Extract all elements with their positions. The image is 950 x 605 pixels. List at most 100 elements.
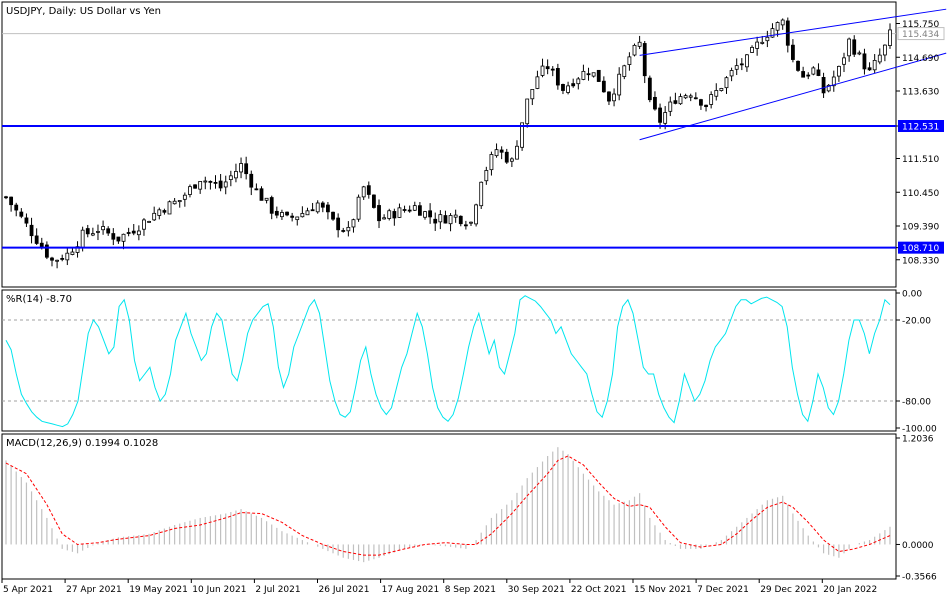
- candle-body: [106, 228, 111, 234]
- candle-body: [775, 22, 780, 31]
- candle-body: [658, 107, 662, 123]
- price-panel[interactable]: [1, 1, 897, 288]
- macd-panel[interactable]: [1, 433, 897, 580]
- macd-label: MACD(12,26,9) 0.1994 0.1028: [6, 438, 158, 449]
- wpr-tick-label: -80.00: [902, 398, 931, 408]
- candle-body: [535, 76, 540, 89]
- candle-body: [882, 44, 887, 56]
- current-price-label: 115.434: [902, 30, 939, 40]
- candle-body: [90, 233, 95, 236]
- candle-body: [274, 210, 279, 216]
- candle-body: [760, 41, 765, 44]
- candle-body: [745, 54, 749, 68]
- macd-tick-label: -0.3566: [902, 573, 937, 583]
- candle-body: [254, 188, 259, 191]
- candle-body: [852, 39, 857, 55]
- candle-body: [136, 230, 141, 236]
- candle-body: [673, 100, 678, 104]
- candle-body: [259, 188, 264, 201]
- candle-body: [632, 44, 637, 56]
- time-tick-label: 22 Oct 2021: [571, 585, 627, 595]
- candle-body: [453, 214, 458, 218]
- macd-tick-label: 1.2036: [902, 435, 934, 445]
- candle-body: [504, 151, 509, 163]
- wpr-panel[interactable]: [1, 289, 897, 432]
- candle-body: [489, 154, 494, 171]
- candle-body: [193, 184, 197, 189]
- time-tick-label: 8 Sep 2021: [445, 585, 496, 595]
- wpr-tick-label: -100.00: [902, 425, 937, 435]
- channel-upper-line: [639, 8, 947, 56]
- candle-body: [177, 200, 182, 203]
- candle-body: [208, 180, 213, 183]
- candle-body: [157, 209, 162, 216]
- candle-body: [111, 233, 116, 240]
- candle-body: [576, 78, 581, 85]
- candle-body: [561, 84, 565, 91]
- level-tag: [898, 241, 944, 254]
- candle-body: [295, 216, 300, 221]
- candle-body: [862, 53, 867, 70]
- candle-body: [142, 219, 146, 230]
- candle-body: [55, 259, 59, 262]
- candle-body: [228, 175, 233, 180]
- candle-body: [683, 95, 688, 99]
- candle-body: [688, 95, 693, 98]
- candle-body: [44, 244, 49, 258]
- candle-body: [356, 196, 361, 220]
- candle-body: [509, 158, 514, 162]
- candle-body: [433, 218, 438, 224]
- candle-body: [811, 67, 816, 75]
- candle-body: [612, 93, 616, 102]
- candle-body: [351, 219, 356, 228]
- candle-body: [188, 186, 192, 195]
- candle-body: [831, 76, 836, 87]
- time-tick-label: 30 Sep 2021: [508, 585, 565, 595]
- candle-body: [780, 19, 785, 26]
- candle-body: [555, 68, 560, 86]
- candle-body: [642, 43, 647, 77]
- channel-lower-line: [639, 52, 947, 141]
- candle-body: [699, 99, 703, 106]
- candle-body: [346, 226, 351, 232]
- candle-body: [402, 209, 407, 211]
- candle-body: [366, 185, 371, 195]
- candle-body: [714, 90, 719, 97]
- candle-body: [770, 28, 775, 38]
- candle-body: [244, 163, 249, 175]
- candle-body: [729, 70, 734, 77]
- price-series: [2, 8, 947, 269]
- candle-body: [198, 181, 203, 190]
- candle-body: [821, 76, 826, 94]
- candle-body: [627, 56, 632, 65]
- candle-body: [96, 231, 100, 233]
- candle-body: [545, 66, 550, 70]
- candle-body: [223, 181, 228, 188]
- candle-body: [463, 224, 468, 227]
- candle-body: [796, 60, 800, 71]
- candle-body: [65, 252, 70, 261]
- candle-body: [203, 180, 208, 183]
- candle-body: [581, 70, 586, 80]
- time-tick-label: 20 Jan 2022: [823, 585, 877, 595]
- macd-tick-label: 0.0000: [902, 541, 934, 551]
- candle-body: [826, 84, 831, 92]
- candle-body: [326, 204, 330, 213]
- candle-body: [29, 224, 34, 237]
- candle-body: [372, 194, 376, 208]
- candle-body: [622, 65, 627, 77]
- candle-body: [571, 83, 576, 87]
- wpr-series: [2, 295, 896, 428]
- candle-body: [50, 257, 54, 261]
- time-tick-label: 5 Apr 2021: [3, 585, 53, 595]
- candle-body: [591, 72, 596, 77]
- candle-body: [724, 77, 729, 89]
- candle-body: [816, 69, 821, 76]
- candle-body: [392, 211, 397, 219]
- candle-body: [668, 101, 673, 112]
- candle-body: [596, 69, 601, 82]
- candle-body: [162, 210, 167, 213]
- candle-body: [734, 65, 739, 70]
- candle-body: [709, 94, 714, 105]
- candle-body: [872, 59, 877, 71]
